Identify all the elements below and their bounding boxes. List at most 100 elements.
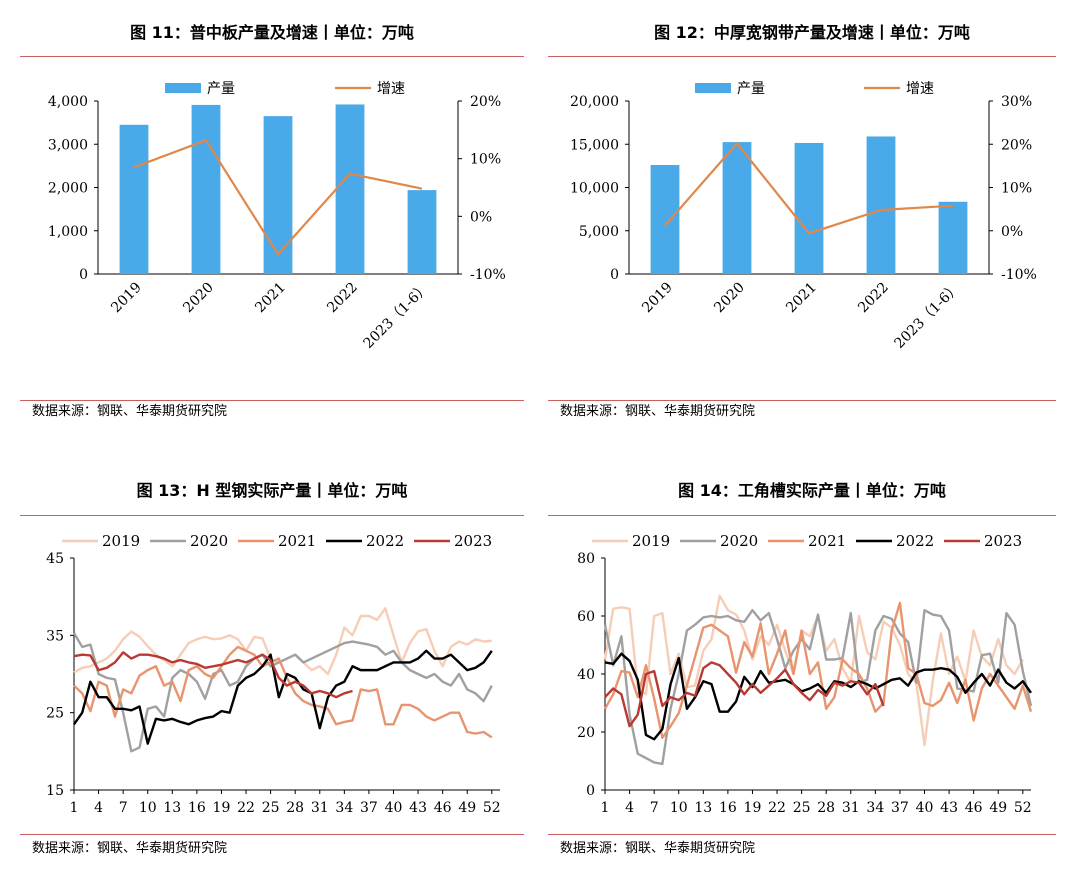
x-tick-label: 1 xyxy=(601,800,610,816)
x-tick-label: 2019 xyxy=(639,280,676,317)
legend-label-line: 增速 xyxy=(377,81,405,97)
bar xyxy=(263,116,293,274)
chart-panel-12: 图 12：中厚宽钢带产量及增速丨单位：万吨 20,000 15,000 10,000… xyxy=(540,0,1080,430)
x-tick-label: 13 xyxy=(163,800,181,816)
x-tick-label: 2021 xyxy=(252,280,289,317)
series-line-2020 xyxy=(603,608,1033,766)
x-tick-label: 25 xyxy=(262,800,280,816)
x-tick-label: 16 xyxy=(719,800,737,816)
y-left-tick-label: 20,000 xyxy=(570,94,619,110)
x-tick-label: 46 xyxy=(434,800,452,816)
legend-label-line: 增速 xyxy=(906,81,934,97)
y-left-tick-label: 15,000 xyxy=(570,137,619,153)
y-right-tick-label: 0% xyxy=(1001,224,1023,240)
chart-title: 图 11：普中板产量及增速丨单位：万吨 xyxy=(130,23,414,42)
series-line-2023 xyxy=(73,651,353,699)
title-rule xyxy=(548,515,1056,516)
x-tick-label: 52 xyxy=(1014,800,1032,816)
chart-panel-14: 图 14：工角槽实际产量丨单位：万吨 80 60 40 20 0 1 4 7 10 13 16 19 2… xyxy=(540,448,1080,878)
x-tick-label: 22 xyxy=(237,800,255,816)
legend-label-2020: 2020 xyxy=(720,532,758,550)
series-line-2022 xyxy=(604,652,1032,741)
y-right-tick-label: 20% xyxy=(1001,137,1032,153)
y-tick-label: 40 xyxy=(577,667,595,683)
legend-label-2020: 2020 xyxy=(190,532,228,550)
source-note: 数据来源：钢联、华泰期货研究院 xyxy=(560,841,756,856)
x-tick-label: 4 xyxy=(625,800,634,816)
y-right-tick-label: 20% xyxy=(470,94,501,110)
x-tick-label: 1 xyxy=(70,800,79,816)
legend-label-2022: 2022 xyxy=(366,532,404,550)
legend-label-2021: 2021 xyxy=(808,532,846,550)
x-tick-label: 49 xyxy=(458,800,476,816)
x-tick-label: 7 xyxy=(650,800,659,816)
y-right-tick-label: 0% xyxy=(470,209,492,225)
source-note: 数据来源：钢联、华泰期货研究院 xyxy=(32,841,228,856)
x-tick-label: 25 xyxy=(793,800,811,816)
y-left-tick-label: 5,000 xyxy=(579,224,619,240)
bar xyxy=(794,142,824,274)
x-tick-label: 34 xyxy=(866,800,884,816)
y-tick-label: 45 xyxy=(46,551,64,567)
y-tick-label: 0 xyxy=(586,783,595,799)
x-tick-label: 46 xyxy=(965,800,983,816)
x-tick-label: 31 xyxy=(311,800,329,816)
line-chart-14: 80 60 40 20 01 4 7 10 13 16 19 22 25 28 31 34 37 40 43 46 49… xyxy=(577,532,1033,816)
bar xyxy=(722,142,752,274)
y-right-tick-label: 10% xyxy=(470,152,501,168)
x-tick-label: 2019 xyxy=(108,280,145,317)
legend-label-2021: 2021 xyxy=(278,532,316,550)
y-tick-label: 20 xyxy=(577,725,595,741)
x-tick-label: 31 xyxy=(842,800,860,816)
x-tick-label: 52 xyxy=(483,800,501,816)
x-tick-label: 28 xyxy=(817,800,835,816)
x-tick-label: 40 xyxy=(916,800,934,816)
x-tick-label: 2022 xyxy=(324,280,361,317)
x-tick-label: 16 xyxy=(188,800,206,816)
title-rule xyxy=(548,56,1056,57)
legend-swatch-bar xyxy=(695,83,731,93)
bar xyxy=(191,104,221,274)
y-left-tick-label: 0 xyxy=(610,267,619,283)
x-tick-label: 10 xyxy=(139,800,157,816)
x-tick-label: 2020 xyxy=(711,280,748,317)
legend-label-bar: 产量 xyxy=(737,81,765,97)
x-tick-label: 28 xyxy=(286,800,304,816)
bar xyxy=(650,165,680,274)
bar xyxy=(866,136,896,274)
series-line-2021 xyxy=(73,645,493,739)
bar-line-chart-12: 20,000 15,000 10,000 5,000 0 30% 20% 10% 0% -10% 2… xyxy=(570,81,1037,352)
x-tick-label: 37 xyxy=(891,800,909,816)
x-tick-label: 2022 xyxy=(855,280,892,317)
line-chart-13: 45 35 25 15 1 4 7 10 13 16 19 22 25 28 31 34 37 40 43 46 49 5… xyxy=(46,532,501,816)
series-line-2022 xyxy=(73,649,493,745)
x-tick-label: 10 xyxy=(670,800,688,816)
x-tick-label: 49 xyxy=(989,800,1007,816)
x-tick-label: 19 xyxy=(213,800,231,816)
title-rule xyxy=(20,515,524,516)
x-tick-label: 2023（1-6） xyxy=(892,280,964,352)
y-left-tick-label: 4,000 xyxy=(48,94,88,110)
chart-title: 图 13：H 型钢实际产量丨单位：万吨 xyxy=(136,481,408,500)
legend-label-2019: 2019 xyxy=(102,532,140,550)
x-tick-label: 2021 xyxy=(783,280,820,317)
chart-title: 图 14：工角槽实际产量丨单位：万吨 xyxy=(678,481,946,500)
chart-panel-13: 图 13：H 型钢实际产量丨单位：万吨 45 35 25 15 1 4 7 10 13 16 19 2… xyxy=(0,448,540,878)
series-line-2020 xyxy=(72,632,493,753)
x-tick-label: 2023（1-6） xyxy=(361,280,433,352)
bar xyxy=(407,190,437,274)
chart-title: 图 12：中厚宽钢带产量及增速丨单位：万吨 xyxy=(654,23,970,42)
series-line-2021 xyxy=(603,601,1033,740)
y-left-tick-label: 0 xyxy=(79,267,88,283)
source-rule xyxy=(548,400,1056,401)
x-tick-label: 13 xyxy=(694,800,712,816)
title-rule xyxy=(20,56,524,57)
bar-line-chart-11: 4,000 3,000 2,000 1,000 0 20% 10% 0% -10% 2019 202… xyxy=(48,81,506,352)
source-note: 数据来源：钢联、华泰期货研究院 xyxy=(32,404,228,419)
y-right-tick-label: 30% xyxy=(1001,94,1032,110)
y-left-tick-label: 1,000 xyxy=(48,224,88,240)
x-tick-label: 34 xyxy=(335,800,353,816)
x-tick-label: 22 xyxy=(768,800,786,816)
y-right-tick-label: -10% xyxy=(470,267,506,283)
x-tick-label: 43 xyxy=(940,800,958,816)
